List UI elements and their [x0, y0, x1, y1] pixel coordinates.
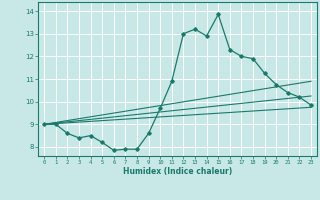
X-axis label: Humidex (Indice chaleur): Humidex (Indice chaleur): [123, 167, 232, 176]
